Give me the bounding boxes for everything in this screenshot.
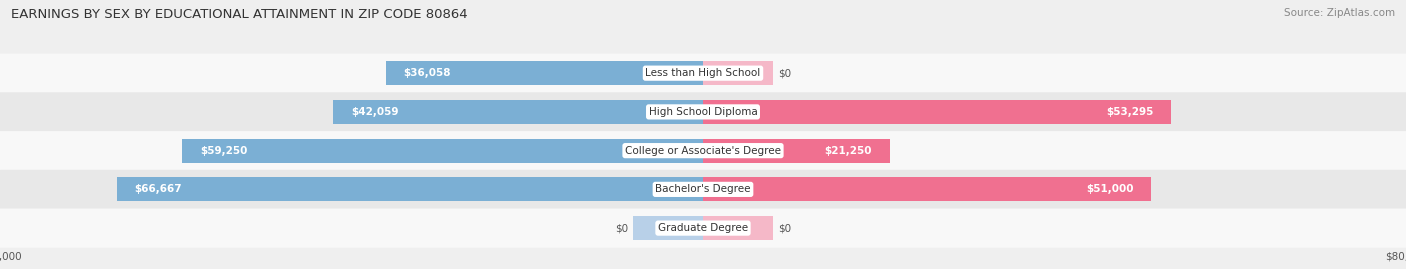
Bar (387, 61, 703, 85)
Text: $53,295: $53,295 (1107, 107, 1154, 117)
Text: $0: $0 (778, 68, 790, 78)
Bar (703, 139, 890, 163)
Bar (183, 139, 703, 163)
Bar (703, 61, 773, 85)
Bar (703, 100, 1171, 124)
Text: $0: $0 (616, 223, 628, 233)
Bar (333, 100, 703, 124)
Text: $0: $0 (778, 223, 790, 233)
FancyBboxPatch shape (0, 170, 1406, 209)
Text: $66,667: $66,667 (135, 184, 183, 194)
Bar (117, 177, 703, 201)
Text: $51,000: $51,000 (1085, 184, 1133, 194)
Text: EARNINGS BY SEX BY EDUCATIONAL ATTAINMENT IN ZIP CODE 80864: EARNINGS BY SEX BY EDUCATIONAL ATTAINMEN… (11, 8, 468, 21)
FancyBboxPatch shape (0, 92, 1406, 132)
Text: Bachelor's Degree: Bachelor's Degree (655, 184, 751, 194)
Bar (633, 216, 703, 240)
FancyBboxPatch shape (0, 131, 1406, 170)
Bar (703, 177, 1152, 201)
Bar (703, 216, 773, 240)
Text: High School Diploma: High School Diploma (648, 107, 758, 117)
Text: $59,250: $59,250 (200, 146, 247, 156)
Text: $21,250: $21,250 (825, 146, 872, 156)
FancyBboxPatch shape (0, 208, 1406, 248)
Text: $42,059: $42,059 (352, 107, 398, 117)
FancyBboxPatch shape (0, 54, 1406, 93)
Text: Less than High School: Less than High School (645, 68, 761, 78)
Text: Graduate Degree: Graduate Degree (658, 223, 748, 233)
Text: $36,058: $36,058 (404, 68, 451, 78)
Text: College or Associate's Degree: College or Associate's Degree (626, 146, 780, 156)
Text: Source: ZipAtlas.com: Source: ZipAtlas.com (1284, 8, 1395, 18)
